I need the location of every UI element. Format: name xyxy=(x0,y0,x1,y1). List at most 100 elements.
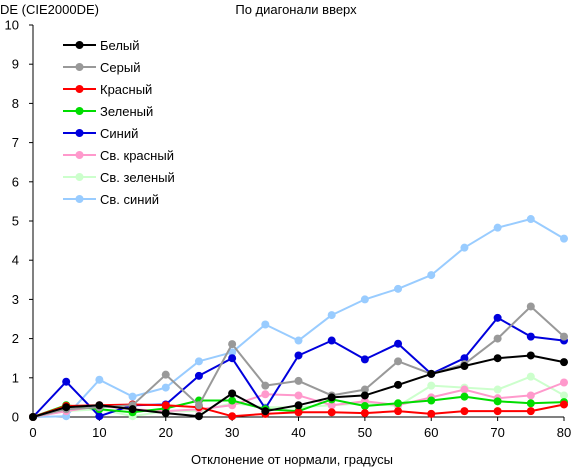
data-point xyxy=(460,407,469,416)
legend-label: Св. синий xyxy=(100,192,159,207)
y-tick-label: 0 xyxy=(12,410,19,425)
y-axis-label: DE (CIE2000DE) xyxy=(0,2,99,17)
data-point xyxy=(493,334,502,343)
legend-label: Зеленый xyxy=(100,104,153,119)
data-point xyxy=(493,354,502,363)
y-tick-label: 1 xyxy=(12,370,19,385)
x-axis-label: Отклонение от нормали, градусы xyxy=(191,452,393,467)
data-point xyxy=(493,397,502,406)
data-point xyxy=(360,391,369,400)
y-tick-label: 6 xyxy=(12,174,19,189)
data-point xyxy=(95,375,104,384)
x-tick-label: 40 xyxy=(291,425,305,440)
data-point xyxy=(95,401,104,410)
y-tick-label: 3 xyxy=(12,292,19,307)
data-point xyxy=(360,402,369,411)
data-point xyxy=(294,336,303,345)
legend-label: Синий xyxy=(100,126,138,141)
data-point xyxy=(394,399,403,408)
data-point xyxy=(560,234,568,243)
x-tick-label: 30 xyxy=(225,425,239,440)
data-point xyxy=(161,401,170,410)
data-point xyxy=(327,408,336,417)
data-point xyxy=(493,313,502,322)
data-point xyxy=(394,380,403,389)
data-point xyxy=(493,407,502,416)
legend: Белый Серый Красный Зеленый Синий Св. красный… xyxy=(63,38,175,207)
data-point xyxy=(360,355,369,364)
data-point xyxy=(427,381,436,390)
data-point xyxy=(394,357,403,366)
data-point xyxy=(460,392,469,401)
data-point xyxy=(460,243,469,252)
y-tick-label: 5 xyxy=(12,214,19,229)
y-tick-label: 7 xyxy=(12,135,19,150)
data-point xyxy=(526,372,535,381)
data-point xyxy=(427,271,436,280)
data-point xyxy=(161,370,170,379)
data-point xyxy=(327,393,336,402)
data-point xyxy=(460,362,469,371)
data-point xyxy=(560,332,568,341)
data-point xyxy=(526,351,535,360)
legend-item: Св. красный xyxy=(63,148,174,163)
legend-label: Св. красный xyxy=(100,148,174,163)
data-point xyxy=(228,348,237,357)
data-point xyxy=(194,412,203,421)
data-point xyxy=(228,340,237,349)
data-point xyxy=(526,302,535,311)
data-point xyxy=(526,399,535,408)
legend-label: Св. зеленый xyxy=(100,170,175,185)
data-point xyxy=(526,332,535,341)
data-point xyxy=(228,389,237,398)
data-point xyxy=(228,412,237,421)
data-point xyxy=(427,409,436,418)
data-point xyxy=(493,223,502,232)
data-point xyxy=(228,354,237,363)
y-tick-label: 2 xyxy=(12,331,19,346)
data-point xyxy=(394,339,403,348)
x-ticks: 0 10 20 30 40 50 60 70 80 xyxy=(29,417,571,440)
series-1 xyxy=(29,351,568,421)
data-point xyxy=(294,401,303,410)
data-point xyxy=(294,408,303,417)
data-point xyxy=(427,396,436,405)
legend-item: Св. зеленый xyxy=(63,170,175,185)
x-tick-label: 80 xyxy=(557,425,571,440)
data-point xyxy=(228,396,237,405)
data-point xyxy=(360,409,369,418)
data-point xyxy=(360,385,369,394)
data-point xyxy=(327,336,336,345)
data-point xyxy=(460,354,469,363)
series-line xyxy=(32,218,565,418)
legend-swatch-marker xyxy=(75,195,84,203)
legend-label: Белый xyxy=(100,38,140,53)
data-point xyxy=(62,377,71,386)
series-8 xyxy=(29,215,568,421)
data-point xyxy=(161,409,170,418)
legend-swatch-marker xyxy=(75,41,84,49)
data-point xyxy=(394,407,403,416)
x-tick-label: 0 xyxy=(29,425,36,440)
legend-item: Синий xyxy=(63,126,138,141)
legend-label: Серый xyxy=(100,60,140,75)
chart-title: По диагонали вверх xyxy=(235,2,357,17)
data-point xyxy=(194,371,203,380)
data-point xyxy=(394,284,403,293)
data-point xyxy=(360,295,369,304)
data-point xyxy=(161,383,170,392)
y-tick-label: 10 xyxy=(5,18,19,33)
x-tick-label: 10 xyxy=(92,425,106,440)
legend-swatch-marker xyxy=(75,173,84,181)
series-layer xyxy=(29,215,568,421)
legend-swatch-marker xyxy=(75,129,84,137)
data-point xyxy=(261,320,270,329)
legend-item: Красный xyxy=(63,82,152,97)
legend-item: Белый xyxy=(63,38,140,53)
x-tick-label: 70 xyxy=(490,425,504,440)
data-point xyxy=(62,403,71,412)
data-point xyxy=(194,401,203,410)
data-point xyxy=(327,311,336,320)
data-point xyxy=(560,358,568,367)
legend-swatch-marker xyxy=(75,151,84,159)
